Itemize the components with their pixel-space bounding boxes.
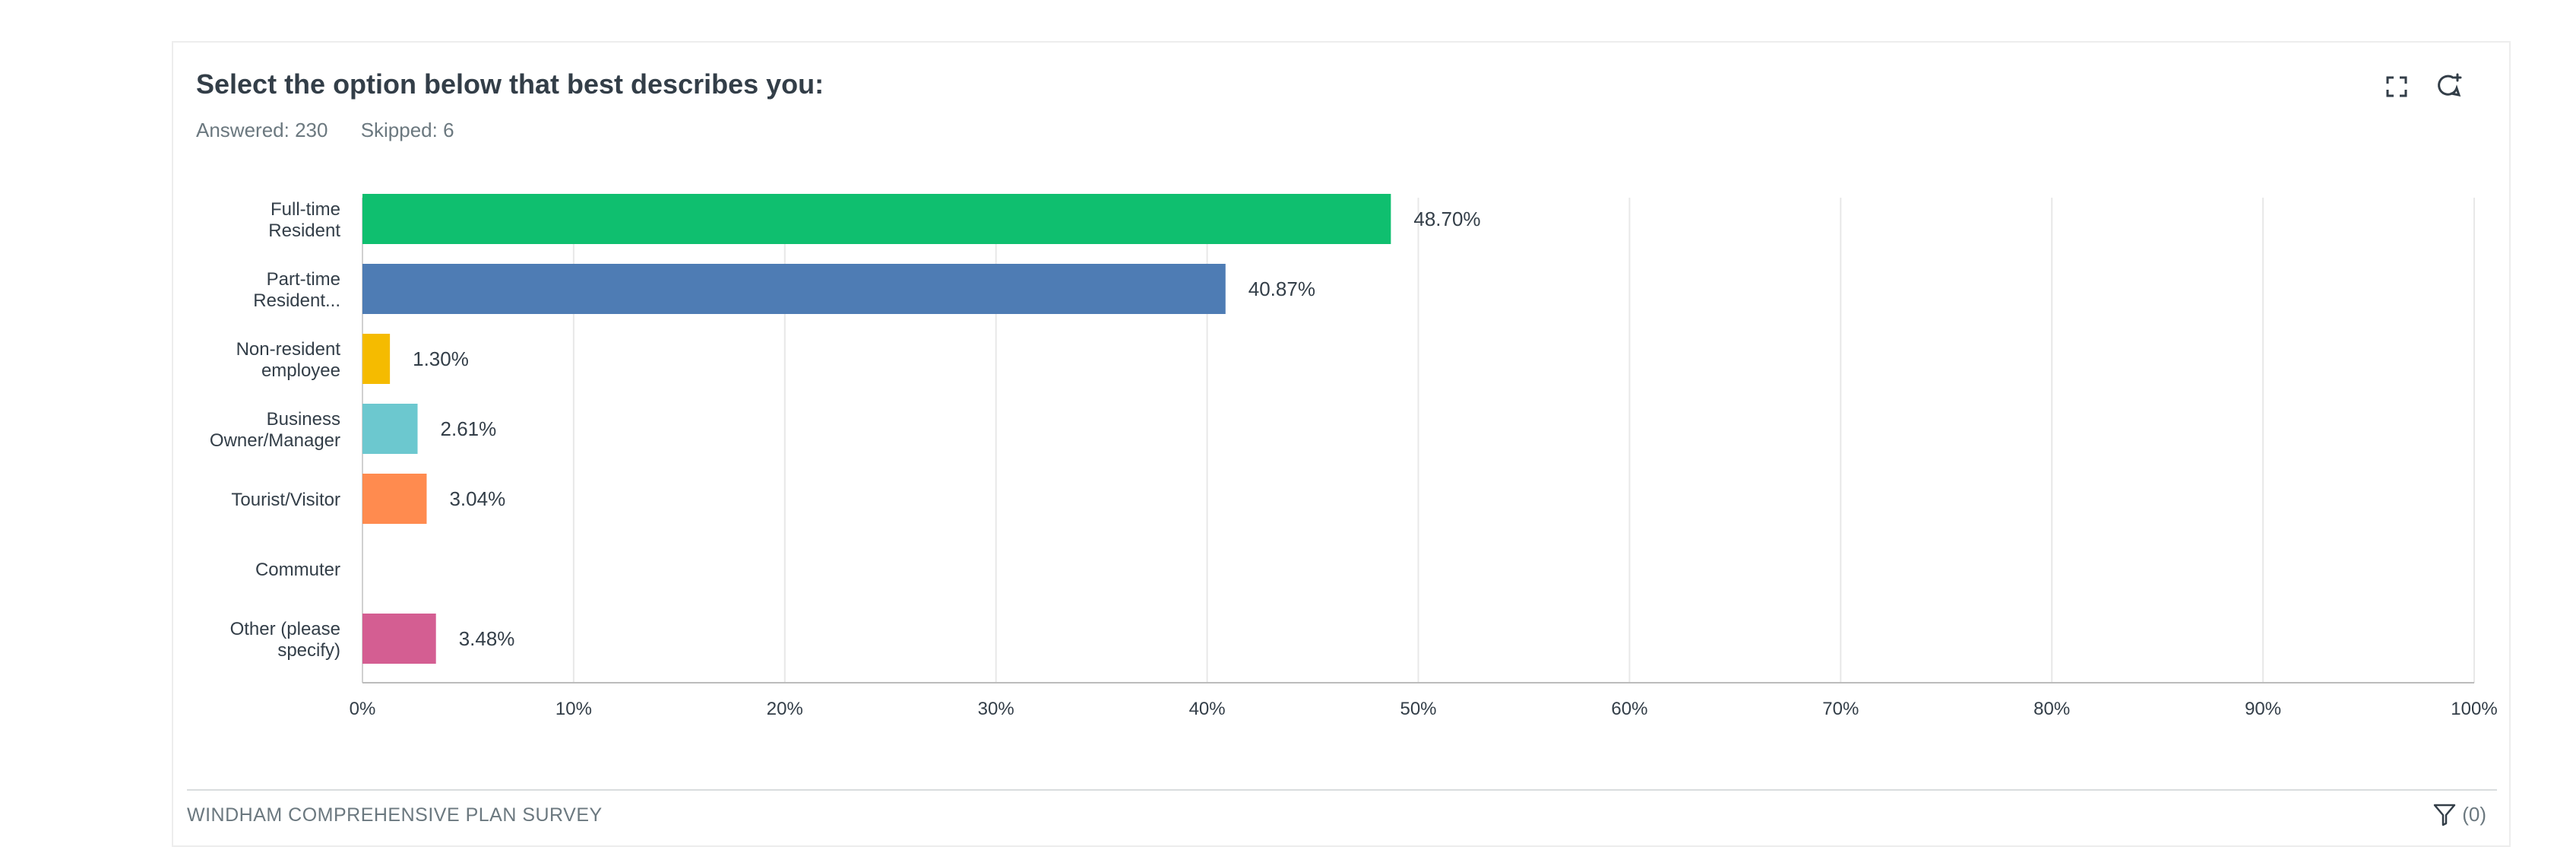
x-tick-label-5: 50% [1400,699,1436,719]
x-tick-label-9: 90% [2245,699,2281,719]
comment-add-icon[interactable] [2433,70,2467,103]
value-label-1: 40.87% [1248,278,1315,300]
x-tick-label-1: 10% [555,699,592,719]
value-label-4: 3.04% [449,487,505,510]
question-title: Select the option below that best descri… [196,68,824,100]
category-label-6-1: specify) [277,640,340,661]
x-tick-label-0: 0% [350,699,376,719]
x-tick-label-2: 20% [767,699,803,719]
comment-add-icon-graphic [2438,73,2462,97]
category-label-3-0: Business [267,409,340,430]
value-label-6: 3.48% [459,627,515,650]
expand-icon-graphic [2386,76,2407,97]
category-label-4-0: Tourist/Visitor [231,490,340,510]
category-label-2-1: employee [261,360,340,381]
x-tick-label-7: 70% [1822,699,1859,719]
filter-button[interactable]: (0) [2432,801,2486,827]
bar-1 [362,264,1226,314]
value-label-2: 1.30% [413,347,469,370]
survey-name: WINDHAM COMPREHENSIVE PLAN SURVEY [187,804,603,826]
bar-chart: 0% 10% 20% 30% 40% 50% 60% 70% 80% 90% 100% Full-ti… [210,194,2498,719]
footer-divider [187,789,2497,791]
bar-3 [362,404,418,454]
bar-4 [362,474,427,524]
filter-icon [2433,804,2456,826]
skipped-count: Skipped: 6 [360,119,454,141]
category-label-5-0: Commuter [255,560,340,580]
category-label-0-1: Resident [268,220,340,241]
x-tick-label-4: 40% [1189,699,1226,719]
category-label-3-1: Owner/Manager [210,430,340,451]
category-label-1-1: Resident... [253,290,340,311]
value-label-3: 2.61% [441,417,497,440]
answered-count: Answered: 230 [196,119,328,141]
bar-6 [362,614,436,664]
x-tick-label-3: 30% [978,699,1014,719]
category-label-0-0: Full-time [271,199,340,220]
expand-icon[interactable] [2380,70,2413,103]
question-card [172,41,2511,847]
category-label-2-0: Non-resident [236,339,341,360]
category-label-6-0: Other (please [230,619,340,639]
x-tick-label-10: 100% [2451,699,2497,719]
x-tick-label-8: 80% [2033,699,2070,719]
response-stats: Answered: 230 Skipped: 6 [196,119,482,142]
filter-count: (0) [2462,802,2486,826]
bar-0 [362,194,1391,244]
category-label-1-0: Part-time [267,269,340,290]
value-label-0: 48.70% [1413,208,1480,230]
x-tick-label-6: 60% [1611,699,1647,719]
bar-2 [362,334,391,384]
